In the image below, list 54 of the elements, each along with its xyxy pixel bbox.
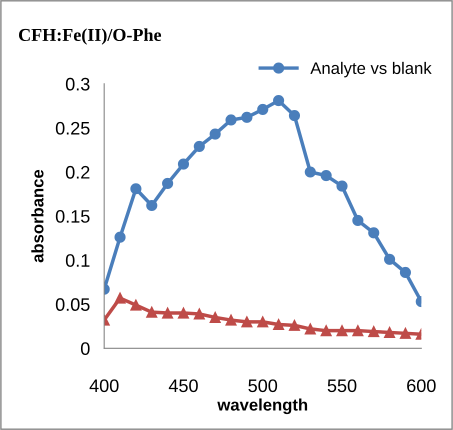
y-tick-label: 0.05 [56, 298, 90, 311]
point [130, 183, 142, 194]
point [146, 200, 158, 212]
point [225, 114, 237, 126]
y-tick-label: 0 [80, 342, 90, 356]
point [130, 300, 142, 311]
x-tick-label: 500 [248, 379, 278, 392]
y-tick-label: 0.15 [56, 210, 90, 223]
chart-title: CFH:Fe(II)/O-Phe [19, 28, 162, 45]
point [304, 323, 316, 334]
x-tick-label: 550 [328, 379, 356, 392]
point [241, 316, 252, 328]
point [400, 266, 411, 278]
y-tick-label: 0.2 [66, 166, 90, 179]
point [368, 326, 380, 338]
point [384, 326, 396, 338]
y-tick-label: 0.1 [66, 254, 90, 267]
point [273, 95, 284, 106]
point [368, 227, 380, 238]
point [162, 178, 174, 190]
y-axis-title: absorbance [31, 170, 44, 262]
point [273, 318, 284, 330]
point [336, 180, 348, 192]
point [352, 325, 364, 336]
point [320, 325, 332, 336]
point [162, 307, 174, 319]
point [384, 254, 396, 265]
point [194, 140, 205, 152]
x-tick-label: 400 [90, 379, 119, 392]
point [320, 170, 332, 182]
point [225, 314, 237, 326]
point [210, 128, 221, 140]
point [288, 320, 300, 331]
point [114, 232, 126, 243]
point [352, 214, 364, 226]
x-tick-label: 450 [168, 379, 198, 392]
point [257, 316, 268, 328]
legend-label: Analyte vs blank [310, 62, 432, 78]
point [336, 325, 348, 336]
point [210, 312, 221, 324]
point [178, 307, 190, 319]
point [114, 292, 126, 304]
point [304, 166, 316, 178]
point [146, 306, 158, 318]
x-tick-label: 600 [407, 379, 436, 392]
y-tick-label: 0.25 [56, 122, 90, 135]
point [257, 104, 268, 115]
point [400, 328, 411, 339]
point [288, 110, 300, 122]
y-tick-label: 0.3 [66, 78, 90, 91]
point [241, 112, 252, 123]
point [178, 158, 190, 170]
point [194, 308, 205, 320]
x-axis-title: wavelength [217, 398, 308, 414]
